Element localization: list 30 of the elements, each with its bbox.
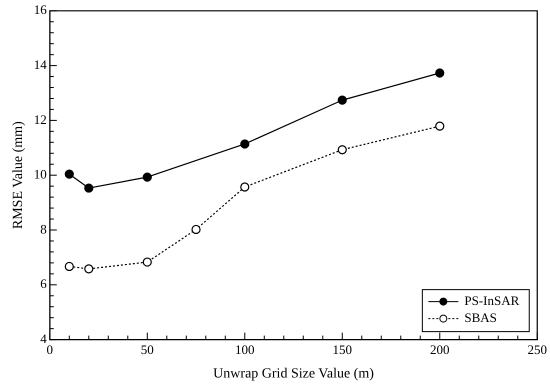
point [435,122,444,131]
point [338,145,347,154]
y-tick-label: 10 [34,166,47,182]
x-tick-label: 0 [46,342,54,357]
x-tick-label: 200 [430,342,450,357]
point [338,96,347,105]
x-axis-title: Unwrap Grid Size Value (m) [213,366,374,382]
point [142,172,152,182]
y-axis-title: RMSE Value (mm) [11,120,26,230]
point [84,264,94,274]
y-tick-label: 4 [40,331,48,346]
x-tick-label: 250 [528,342,547,357]
legend-label: SBAS [464,310,497,326]
legend-label: PS-InSAR [464,293,520,308]
y-tick-label: 6 [40,276,48,292]
point [435,68,444,78]
x-tick-label: 50 [140,342,154,357]
x-tick-label: 100 [235,342,255,357]
x-tick-label: 150 [332,342,352,357]
y-tick-label: 16 [34,2,48,18]
point [64,170,74,179]
y-tick-label: 8 [40,221,47,236]
y-tick-label: 12 [34,112,47,127]
y-tick-label: 14 [34,57,48,72]
point [142,257,152,267]
point [240,182,250,192]
point [240,139,250,149]
point [64,262,74,272]
point [84,183,94,193]
point [191,224,201,234]
